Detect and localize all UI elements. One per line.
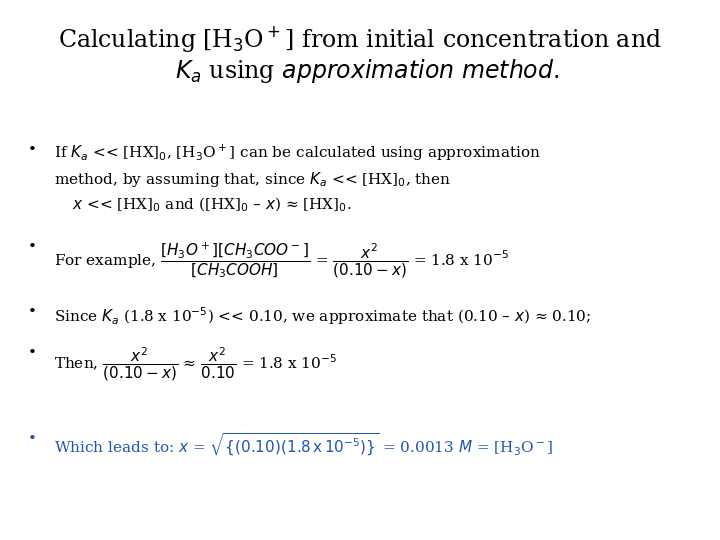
Text: $K_a$ using $\mathit{approximation\ method.}$: $K_a$ using $\mathit{approximation\ meth…	[161, 57, 559, 85]
Text: $x$ << [HX]$_0$ and ([HX]$_0$ – $x$) ≈ [HX]$_0$.: $x$ << [HX]$_0$ and ([HX]$_0$ – $x$) ≈ […	[72, 195, 351, 214]
Text: •: •	[27, 240, 36, 254]
Text: method, by assuming that, since $K_a$ << [HX]$_0$, then: method, by assuming that, since $K_a$ <<…	[54, 170, 451, 189]
Text: •: •	[27, 346, 36, 360]
Text: For example, $\dfrac{[H_3O^+][CH_3COO^-]}{[CH_3COOH]}$ = $\dfrac{x^2}{(0.10-x)}$: For example, $\dfrac{[H_3O^+][CH_3COO^-]…	[54, 240, 509, 280]
Text: •: •	[27, 143, 36, 157]
Text: Calculating [H$_3$O$^+$] from initial concentration and: Calculating [H$_3$O$^+$] from initial co…	[58, 24, 662, 55]
Text: •: •	[27, 432, 36, 446]
Text: •: •	[27, 305, 36, 319]
Text: If $K_a$ << [HX]$_0$, [H$_3$O$^+$] can be calculated using approximation: If $K_a$ << [HX]$_0$, [H$_3$O$^+$] can b…	[54, 143, 541, 164]
Text: Then, $\dfrac{x^2}{(0.10-x)}$ ≈ $\dfrac{x^2}{0.10}$ = 1.8 x 10$^{-5}$: Then, $\dfrac{x^2}{(0.10-x)}$ ≈ $\dfrac{…	[54, 346, 337, 383]
Text: Since $K_a$ (1.8 x 10$^{-5}$) << 0.10, we approximate that (0.10 – $x$) ≈ 0.10;: Since $K_a$ (1.8 x 10$^{-5}$) << 0.10, w…	[54, 305, 591, 327]
Text: Which leads to: $x$ = $\sqrt{\{(0.10)(1.8\,\mathrm{x}\,10^{-5})\}}$ = 0.0013 $M$: Which leads to: $x$ = $\sqrt{\{(0.10)(1.…	[54, 432, 553, 459]
